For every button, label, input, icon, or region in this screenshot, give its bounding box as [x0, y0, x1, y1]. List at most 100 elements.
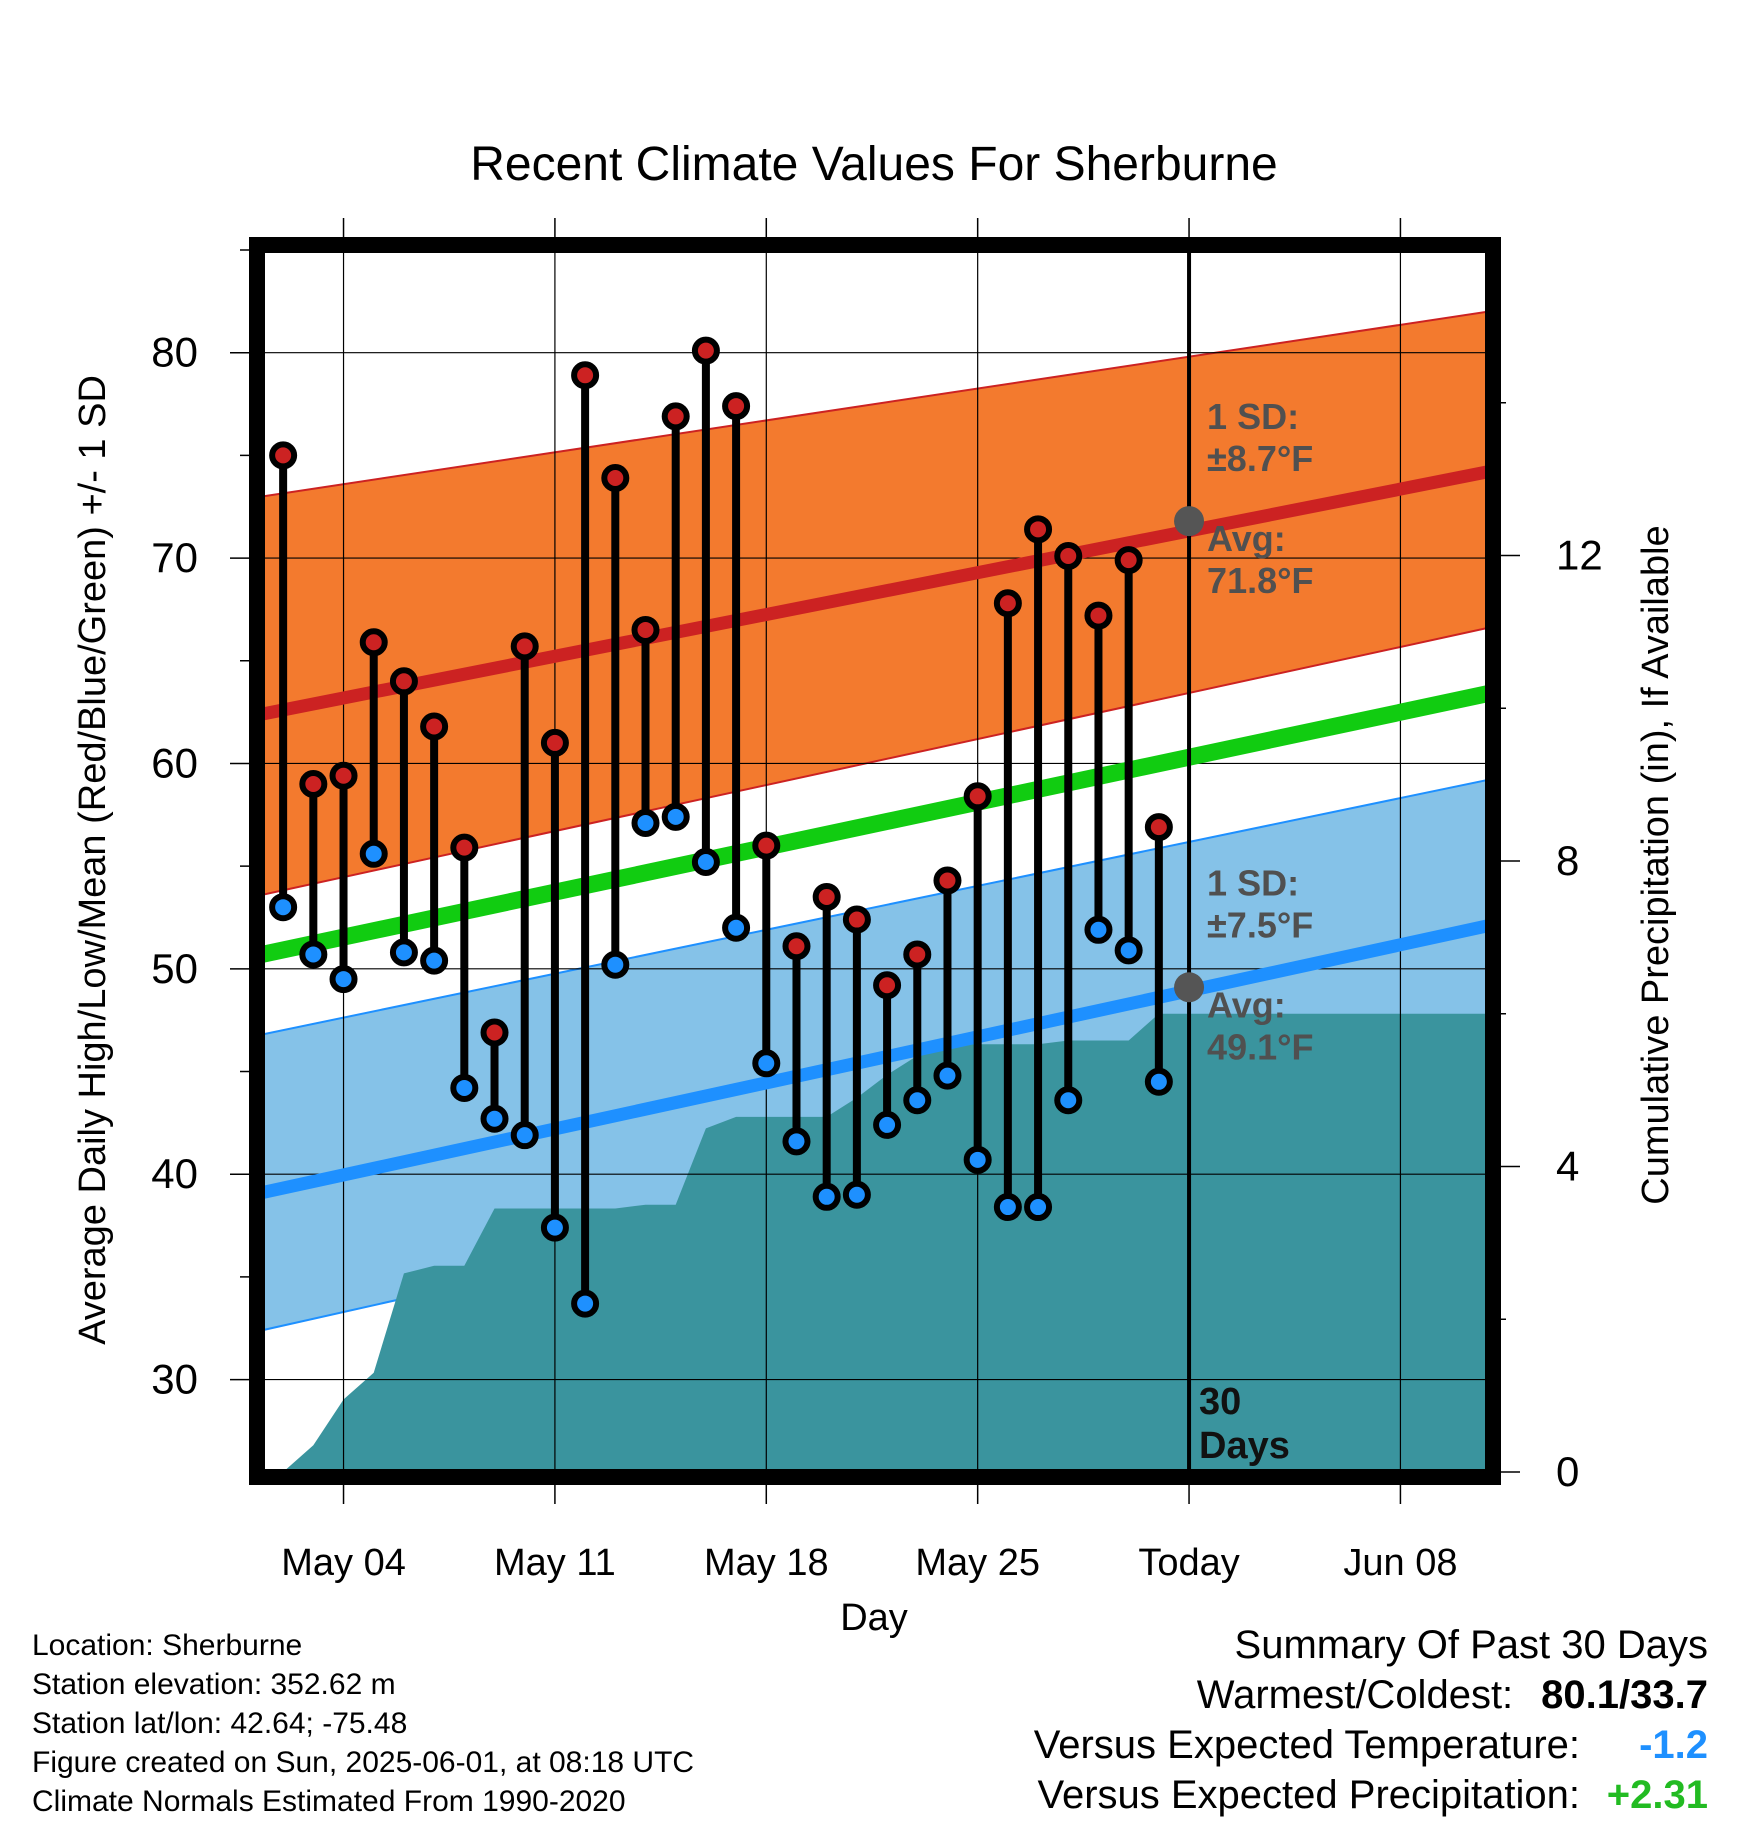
normals-text: Climate Normals Estimated From 1990-2020 — [32, 1785, 626, 1818]
days-count-word: Days — [1199, 1425, 1290, 1467]
x-axis-label: Day — [840, 1597, 908, 1639]
warmest-coldest-label: Warmest/Coldest: — [1196, 1673, 1514, 1717]
high-point — [359, 628, 388, 657]
high-point — [450, 833, 479, 862]
station-info: Location: Sherburne Station elevation: 3… — [32, 1626, 694, 1821]
today-avg-high-marker — [1174, 506, 1205, 537]
y2-tick-label: 0 — [1556, 1448, 1579, 1495]
high-point — [691, 336, 720, 365]
low-point — [842, 1180, 871, 1209]
high-point — [299, 769, 328, 798]
x-tick-label: May 18 — [704, 1542, 829, 1584]
plot-frame — [249, 237, 1501, 1485]
location-text: Location: Sherburne — [32, 1629, 303, 1662]
high-point — [661, 402, 690, 431]
low-point — [873, 1110, 902, 1139]
high-avg-label: Avg: — [1207, 518, 1286, 559]
low-point — [661, 802, 690, 831]
high-point — [540, 728, 569, 757]
x-tick-label: May 04 — [281, 1542, 406, 1584]
y2-tick-label: 8 — [1556, 837, 1579, 884]
days-count-number: 30 — [1199, 1381, 1241, 1423]
y-tick-label: 80 — [151, 329, 198, 376]
low-point — [329, 965, 358, 994]
high-point — [873, 971, 902, 1000]
summary-panel: Summary Of Past 30 Days Warmest/Coldest:… — [1034, 1620, 1708, 1820]
low-point — [420, 946, 449, 975]
low-point — [1054, 1086, 1083, 1115]
low-point — [963, 1145, 992, 1174]
low-point — [631, 809, 660, 838]
low-point — [993, 1193, 1022, 1222]
temp-departure-value: -1.2 — [1639, 1723, 1708, 1767]
y-tick-label: 60 — [151, 739, 198, 786]
y-axis-label: Average Daily High/Low/Mean (Red/Blue/Gr… — [72, 375, 114, 1345]
x-tick-label: Jun 08 — [1343, 1542, 1457, 1584]
today-avg-low-marker — [1174, 972, 1205, 1003]
created-text: Figure created on Sun, 2025-06-01, at 08… — [32, 1746, 695, 1779]
summary-title: Summary Of Past 30 Days — [1234, 1623, 1708, 1667]
y-tick-label: 70 — [151, 534, 198, 581]
low-point — [571, 1289, 600, 1318]
y2-axis-label: Cumulative Precipitation (in), If Availa… — [1635, 525, 1677, 1204]
high-point — [903, 940, 932, 969]
warmest-coldest-row: Warmest/Coldest: 80.1/33.7 — [1034, 1670, 1708, 1720]
avg-high-line — [262, 465, 1488, 721]
low-point — [601, 950, 630, 979]
temp-departure-label: Versus Expected Temperature: — [1033, 1723, 1580, 1767]
high-point — [963, 782, 992, 811]
high-sd-band — [262, 310, 1488, 896]
high-point — [842, 905, 871, 934]
x-tick-label: Today — [1138, 1542, 1239, 1584]
high-point — [510, 632, 539, 661]
high-point — [269, 441, 298, 470]
high-point — [1084, 601, 1113, 630]
precip-departure-row: Versus Expected Precipitation: +2.31 — [1034, 1770, 1708, 1820]
latlon-text: Station lat/lon: 42.64; -75.48 — [32, 1707, 408, 1740]
avg-low-line — [262, 919, 1488, 1200]
high-point — [631, 615, 660, 644]
y2-tick-label: 4 — [1556, 1143, 1579, 1190]
y-tick-label: 50 — [151, 945, 198, 992]
y-tick-label: 30 — [151, 1356, 198, 1403]
low-point — [691, 848, 720, 877]
low-sd-value: ±7.5°F — [1207, 904, 1313, 945]
low-point — [540, 1213, 569, 1242]
high-point — [1054, 542, 1083, 571]
low-point — [933, 1061, 962, 1090]
x-tick-label: May 25 — [915, 1542, 1040, 1584]
temp-departure-row: Versus Expected Temperature: -1.2 — [1034, 1720, 1708, 1770]
precip-departure-value: +2.31 — [1606, 1773, 1708, 1817]
high-point — [601, 463, 630, 492]
low-point — [480, 1104, 509, 1133]
low-point — [359, 839, 388, 868]
x-tick-label: May 11 — [494, 1542, 616, 1584]
high-point — [782, 932, 811, 961]
chart-title: Recent Climate Values For Sherburne — [470, 138, 1278, 191]
precip-departure-label: Versus Expected Precipitation: — [1037, 1773, 1580, 1817]
high-point — [752, 831, 781, 860]
low-point — [903, 1086, 932, 1115]
high-point — [1024, 515, 1053, 544]
high-point — [389, 667, 418, 696]
low-avg-value: 49.1°F — [1207, 1026, 1313, 1067]
low-point — [299, 940, 328, 969]
low-point — [1084, 915, 1113, 944]
low-point — [269, 893, 298, 922]
low-point — [1144, 1067, 1173, 1096]
high-point — [812, 882, 841, 911]
low-point — [1024, 1193, 1053, 1222]
high-sd-value: ±8.7°F — [1207, 438, 1313, 479]
high-point — [722, 392, 751, 421]
low-point — [510, 1121, 539, 1150]
low-point — [722, 913, 751, 942]
low-point — [1114, 936, 1143, 965]
high-point — [480, 1018, 509, 1047]
precipitation-area — [283, 1013, 1488, 1472]
elevation-text: Station elevation: 352.62 m — [32, 1668, 396, 1701]
low-avg-label: Avg: — [1207, 984, 1286, 1025]
low-sd-label: 1 SD: — [1207, 862, 1299, 903]
high-sd-label: 1 SD: — [1207, 396, 1299, 437]
low-point — [450, 1073, 479, 1102]
